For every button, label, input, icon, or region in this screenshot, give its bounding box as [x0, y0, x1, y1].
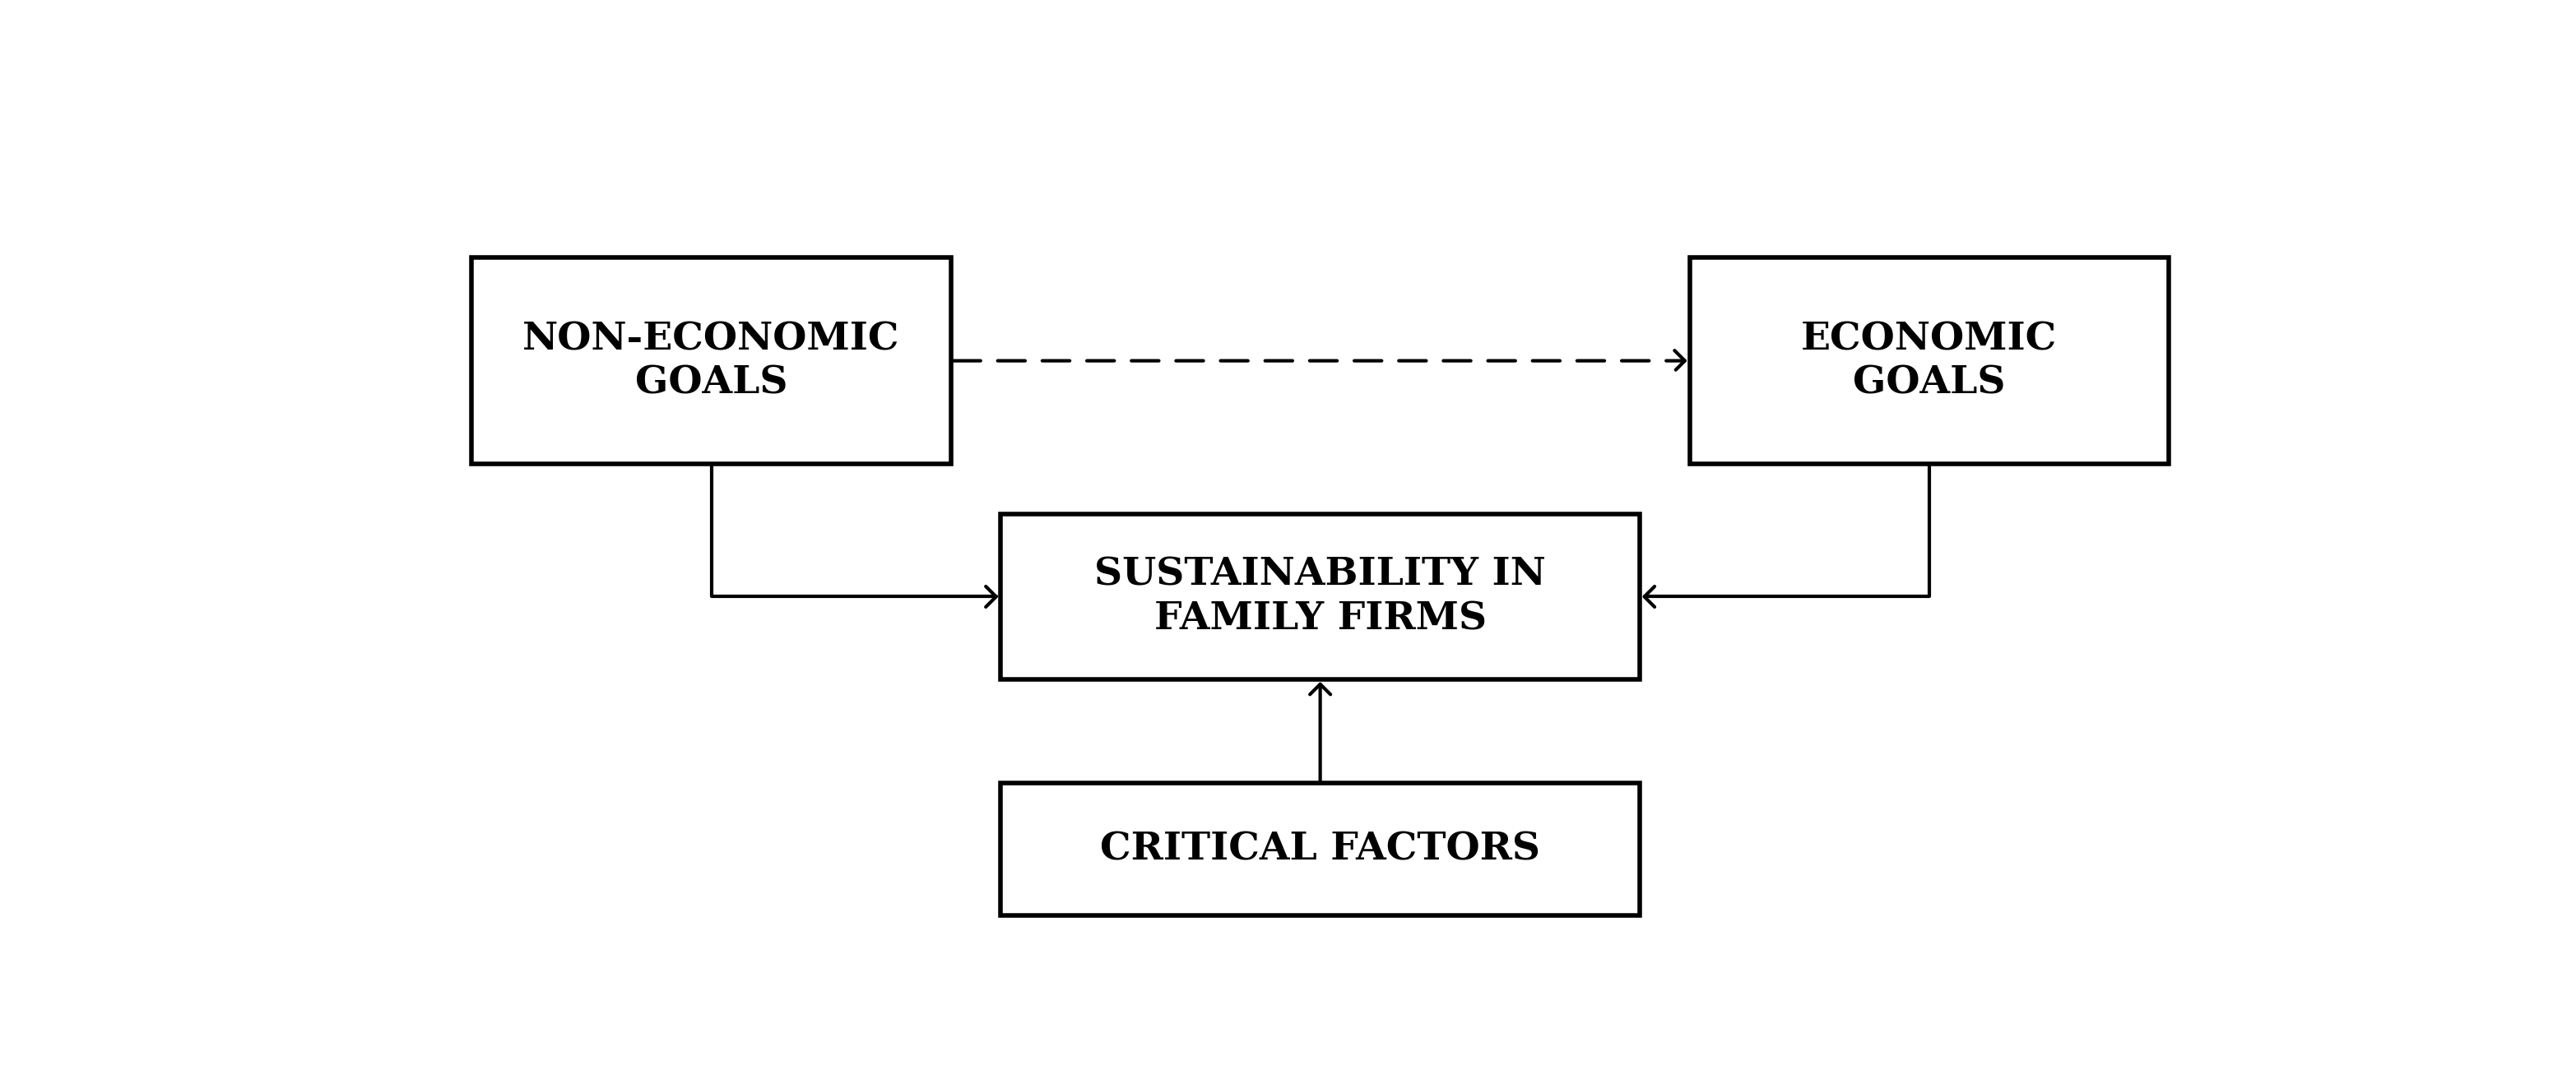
Bar	[999, 514, 1638, 679]
Text: CRITICAL FACTORS: CRITICAL FACTORS	[1100, 830, 1540, 868]
Text: ECONOMIC
GOALS: ECONOMIC GOALS	[1801, 320, 2058, 402]
Text: NON-ECONOMIC
GOALS: NON-ECONOMIC GOALS	[523, 320, 899, 402]
Bar	[471, 257, 951, 464]
Bar	[999, 783, 1638, 916]
Bar	[1690, 257, 2169, 464]
Text: SUSTAINABILITY IN
FAMILY FIRMS: SUSTAINABILITY IN FAMILY FIRMS	[1095, 556, 1546, 637]
